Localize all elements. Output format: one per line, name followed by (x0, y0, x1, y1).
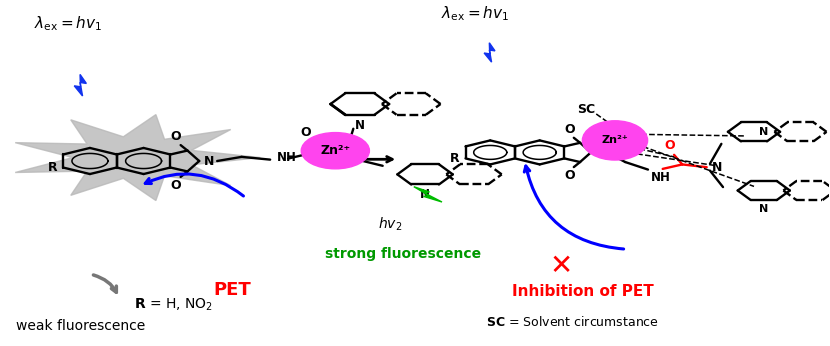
Text: N: N (759, 203, 769, 213)
Text: SC: SC (578, 103, 595, 116)
Polygon shape (74, 74, 86, 96)
Polygon shape (414, 187, 442, 202)
Text: N: N (420, 188, 430, 201)
Text: Zn²⁺: Zn²⁺ (320, 144, 350, 157)
Text: $\mathbf{SC}$ = Solvent circumstance: $\mathbf{SC}$ = Solvent circumstance (486, 315, 659, 329)
Text: Inhibition of PET: Inhibition of PET (511, 284, 653, 299)
Text: N: N (711, 161, 722, 174)
Text: N: N (759, 127, 768, 137)
Text: weak fluorescence: weak fluorescence (16, 319, 144, 333)
Text: Zn²⁺: Zn²⁺ (602, 135, 628, 145)
Text: PET: PET (213, 281, 251, 299)
Text: $\lambda_{\mathsf{ex}}$$\mathit{ = hv}_1$: $\lambda_{\mathsf{ex}}$$\mathit{ = hv}_1… (34, 15, 102, 33)
Text: O: O (170, 130, 181, 143)
Text: O: O (564, 123, 575, 136)
Text: $\lambda_{\mathsf{ex}}$$\mathit{ = hv}_1$: $\lambda_{\mathsf{ex}}$$\mathit{ = hv}_1… (442, 4, 510, 23)
Polygon shape (484, 43, 495, 62)
Text: strong fluorescence: strong fluorescence (325, 247, 481, 261)
Text: NH: NH (276, 152, 296, 164)
Text: N: N (596, 146, 606, 159)
Text: N: N (204, 155, 214, 167)
Text: $\mathbf{R}$ = H, NO$_2$: $\mathbf{R}$ = H, NO$_2$ (134, 297, 213, 313)
Text: O: O (665, 139, 676, 152)
Text: O: O (170, 179, 181, 192)
Polygon shape (15, 115, 261, 201)
Text: ✕: ✕ (549, 252, 573, 280)
Text: O: O (300, 126, 311, 139)
Text: O: O (564, 169, 575, 182)
Text: N: N (349, 149, 359, 162)
Text: R: R (450, 152, 460, 165)
Text: N: N (355, 119, 365, 132)
Text: $\mathit{hv_2}$: $\mathit{hv_2}$ (378, 216, 402, 233)
Ellipse shape (583, 121, 647, 160)
Text: R: R (48, 161, 57, 174)
Text: NH: NH (652, 171, 671, 184)
Ellipse shape (301, 133, 369, 169)
